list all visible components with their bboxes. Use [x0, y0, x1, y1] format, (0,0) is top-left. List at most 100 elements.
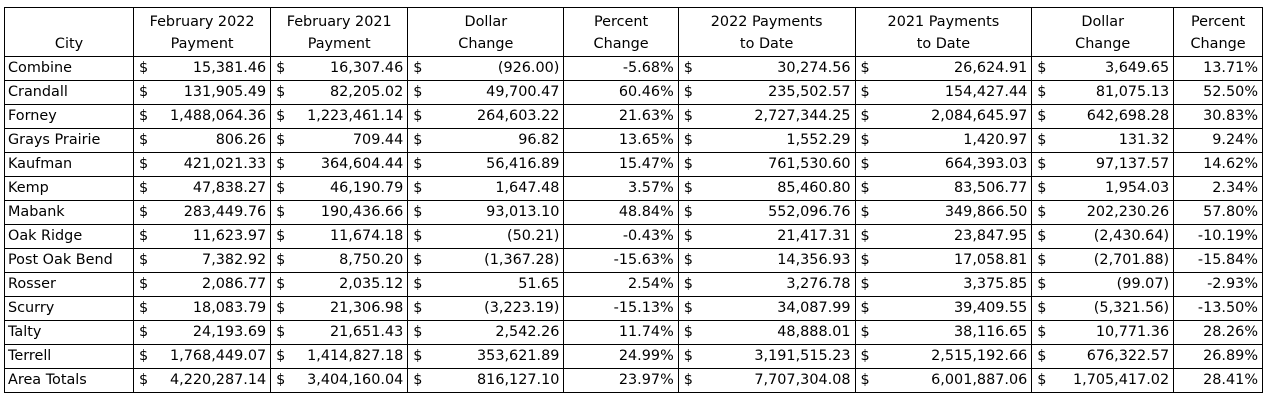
payments-2022-to-date-cell: $235,502.57 — [677, 80, 856, 105]
currency-symbol: $ — [139, 108, 149, 124]
payments-2022-to-date-cell: $1,552.29 — [677, 128, 856, 153]
amount-value: 3,404,160.04 — [307, 372, 404, 388]
amount-value: (1,367.28) — [484, 252, 560, 268]
currency-symbol: $ — [413, 108, 423, 124]
amount-value: 806.26 — [215, 132, 267, 148]
feb-2021-payment-cell: $2,035.12 — [270, 272, 409, 297]
amount-value: 131.32 — [1118, 132, 1170, 148]
feb-2021-payment-cell: $21,306.98 — [270, 296, 409, 321]
amount-value: 6,001,887.06 — [931, 372, 1028, 388]
amount-value: 21,417.31 — [777, 228, 851, 244]
amount-value: (926.00) — [497, 60, 560, 76]
currency-symbol: $ — [1037, 132, 1047, 148]
amount-value: (50.21) — [506, 228, 560, 244]
currency-symbol: $ — [139, 228, 149, 244]
amount-value: 1,414,827.18 — [307, 348, 404, 364]
amount-value: 816,127.10 — [477, 372, 560, 388]
percent-change-cell: 11.74% — [563, 320, 679, 345]
percent-change-to-date-cell: -15.84% — [1173, 248, 1263, 273]
percent-change-to-date-cell: -2.93% — [1173, 272, 1263, 297]
currency-symbol: $ — [276, 156, 286, 172]
header-dollar-change-to-date: Dollar Change — [1031, 7, 1175, 57]
currency-symbol: $ — [1037, 60, 1047, 76]
dollar-change-to-date-cell: $642,698.28 — [1031, 104, 1175, 129]
amount-value: 34,087.99 — [777, 300, 851, 316]
currency-symbol: $ — [860, 348, 870, 364]
amount-value: 23,847.95 — [954, 228, 1028, 244]
dollar-change-cell: $ (1,367.28) — [407, 248, 565, 273]
payments-2021-to-date-cell: $154,427.44 — [854, 80, 1033, 105]
currency-symbol: $ — [683, 156, 693, 172]
dollar-change-cell: $93,013.10 — [407, 200, 565, 225]
percent-change-to-date-cell: 2.34% — [1173, 176, 1263, 201]
currency-symbol: $ — [276, 300, 286, 316]
feb-2022-payment-cell: $7,382.92 — [133, 248, 272, 273]
percent-change-to-date-cell: 9.24% — [1173, 128, 1263, 153]
payments-2022-to-date-cell: $761,530.60 — [677, 152, 856, 177]
dollar-change-cell: $56,416.89 — [407, 152, 565, 177]
feb-2021-payment-cell: $21,651.43 — [270, 320, 409, 345]
currency-symbol: $ — [276, 252, 286, 268]
amount-value: 2,086.77 — [202, 276, 267, 292]
city-cell: Forney — [3, 104, 135, 129]
dollar-change-to-date-cell: $1,705,417.02 — [1031, 368, 1175, 393]
amount-value: 4,220,287.14 — [170, 372, 267, 388]
percent-change-to-date-cell: 14.62% — [1173, 152, 1263, 177]
amount-value: (5,321.56) — [1093, 300, 1170, 316]
header-city: City — [3, 7, 135, 57]
amount-value: 353,621.89 — [477, 348, 560, 364]
amount-value: 421,021.33 — [183, 156, 267, 172]
payments-2022-to-date-cell: $85,460.80 — [677, 176, 856, 201]
currency-symbol: $ — [860, 324, 870, 340]
feb-2022-payment-cell: $4,220,287.14 — [133, 368, 272, 393]
amount-value: 2,727,344.25 — [754, 108, 851, 124]
payments-2021-to-date-cell: $83,506.77 — [854, 176, 1033, 201]
city-cell: Scurry — [3, 296, 135, 321]
city-cell: Kemp — [3, 176, 135, 201]
payments-2021-to-date-cell: $349,866.50 — [854, 200, 1033, 225]
currency-symbol: $ — [139, 300, 149, 316]
currency-symbol: $ — [683, 204, 693, 220]
table-header: City February 2022 Payment February 2021 P… — [3, 7, 1263, 57]
city-cell: Terrell — [3, 344, 135, 369]
feb-2022-payment-cell: $421,021.33 — [133, 152, 272, 177]
currency-symbol: $ — [683, 324, 693, 340]
currency-symbol: $ — [276, 276, 286, 292]
amount-value: 96.82 — [518, 132, 560, 148]
payments-2022-to-date-cell: $7,707,304.08 — [677, 368, 856, 393]
currency-symbol: $ — [683, 180, 693, 196]
currency-symbol: $ — [1037, 108, 1047, 124]
dollar-change-cell: $ (3,223.19) — [407, 296, 565, 321]
amount-value: 190,436.66 — [320, 204, 404, 220]
amount-value: 3,276.78 — [786, 276, 851, 292]
feb-2022-payment-cell: $15,381.46 — [133, 56, 272, 81]
amount-value: 676,322.57 — [1086, 348, 1170, 364]
currency-symbol: $ — [1037, 228, 1047, 244]
city-cell: Mabank — [3, 200, 135, 225]
percent-change-cell: 23.97% — [563, 368, 679, 393]
currency-symbol: $ — [1037, 324, 1047, 340]
amount-value: 39,409.55 — [954, 300, 1028, 316]
currency-symbol: $ — [139, 372, 149, 388]
amount-value: 51.65 — [518, 276, 560, 292]
currency-symbol: $ — [139, 132, 149, 148]
amount-value: 154,427.44 — [944, 84, 1028, 100]
currency-symbol: $ — [139, 84, 149, 100]
amount-value: 56,416.89 — [486, 156, 560, 172]
header-feb-2021-payment: February 2021 Payment — [270, 7, 409, 57]
dollar-change-cell: $ (926.00) — [407, 56, 565, 81]
currency-symbol: $ — [683, 252, 693, 268]
feb-2021-payment-cell: $82,205.02 — [270, 80, 409, 105]
feb-2022-payment-cell: $1,488,064.36 — [133, 104, 272, 129]
city-cell: Combine — [3, 56, 135, 81]
percent-change-cell: 24.99% — [563, 344, 679, 369]
city-cell: Crandall — [3, 80, 135, 105]
feb-2021-payment-cell: $709.44 — [270, 128, 409, 153]
amount-value: 349,866.50 — [944, 204, 1028, 220]
header-feb-2022-payment: February 2022 Payment — [133, 7, 272, 57]
payments-2021-to-date-cell: $23,847.95 — [854, 224, 1033, 249]
currency-symbol: $ — [413, 180, 423, 196]
currency-symbol: $ — [683, 84, 693, 100]
amount-value: 1,420.97 — [963, 132, 1028, 148]
percent-change-to-date-cell: 30.83% — [1173, 104, 1263, 129]
